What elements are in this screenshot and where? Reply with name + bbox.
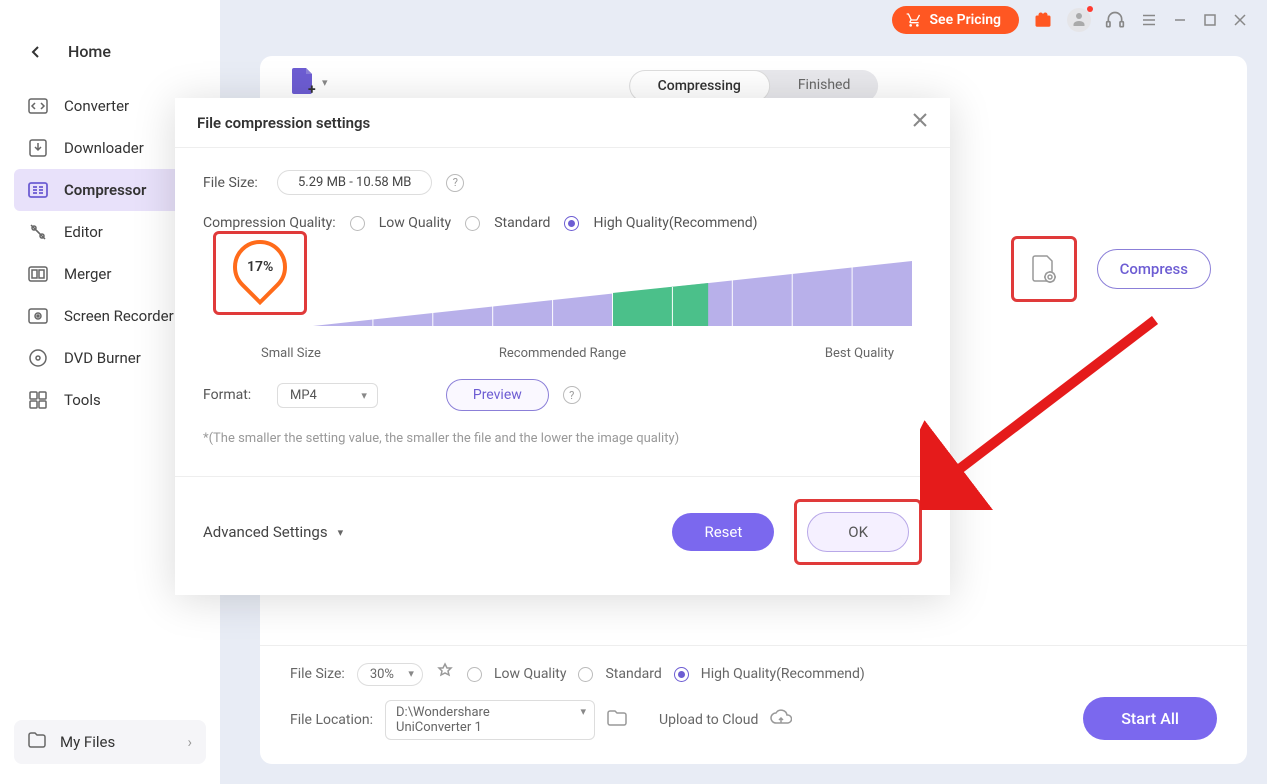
bb-filesize-select[interactable]: 30% (357, 663, 423, 686)
merger-icon (28, 265, 48, 283)
auto-icon[interactable] (435, 662, 455, 686)
minimize-button[interactable] (1173, 12, 1189, 28)
modal-radio-high[interactable] (564, 216, 579, 231)
nav-tools-label: Tools (64, 391, 101, 409)
slider-labels: Small Size Recommended Range Best Qualit… (213, 346, 912, 361)
slider-right-label: Best Quality (825, 346, 894, 361)
chevron-down-icon: ▾ (338, 526, 344, 539)
compression-settings-modal: File compression settings File Size: 5.2… (175, 98, 950, 595)
gift-icon[interactable] (1033, 10, 1053, 30)
slider-mid-label: Recommended Range (499, 346, 626, 361)
modal-low-label: Low Quality (379, 215, 452, 231)
nav-converter-label: Converter (64, 97, 129, 115)
bottom-row-2: File Location: D:\Wondershare UniConvert… (290, 700, 1217, 740)
folder-icon (28, 732, 46, 752)
titlebar: See Pricing (874, 0, 1267, 40)
bb-low-label: Low Quality (494, 666, 567, 682)
modal-footer: Advanced Settings ▾ Reset OK (175, 477, 950, 595)
modal-quality-label: Compression Quality: (203, 215, 336, 231)
help-icon[interactable]: ? (446, 174, 464, 192)
bottom-bar: File Size: 30% Low Quality Standard High… (260, 645, 1247, 764)
modal-body: File Size: 5.29 MB - 10.58 MB ? Compress… (175, 148, 950, 476)
nav-editor-label: Editor (64, 223, 103, 241)
cart-icon (906, 12, 922, 28)
nav-home[interactable]: Home (0, 30, 220, 73)
open-folder-icon[interactable] (607, 709, 627, 731)
dvd-burner-icon (28, 349, 48, 367)
preview-help-icon[interactable]: ? (563, 386, 581, 404)
item-actions: Compress (1011, 236, 1211, 302)
headset-icon[interactable] (1105, 10, 1125, 30)
advanced-settings-toggle[interactable]: Advanced Settings ▾ (203, 523, 343, 541)
bb-radio-standard[interactable] (578, 667, 593, 682)
see-pricing-button[interactable]: See Pricing (892, 6, 1019, 34)
modal-radio-low[interactable] (350, 216, 365, 231)
slider-left-label: Small Size (261, 346, 321, 361)
ok-button[interactable]: OK (807, 512, 909, 552)
modal-format-select[interactable]: MP4 (277, 383, 378, 408)
bottom-row-1: File Size: 30% Low Quality Standard High… (290, 662, 1217, 686)
compression-slider[interactable]: 17% Small Size Recommended Range Best Qu… (213, 251, 912, 361)
tools-icon (28, 391, 48, 409)
pricing-label: See Pricing (930, 12, 1001, 28)
slider-marker-value: 17% (247, 259, 273, 275)
nav-downloader-label: Downloader (64, 139, 144, 157)
bb-filesize-label: File Size: (290, 666, 345, 682)
converter-icon (28, 97, 48, 115)
bb-upload-label: Upload to Cloud (659, 712, 758, 728)
preview-button[interactable]: Preview (446, 379, 549, 411)
modal-filesize-label: File Size: (203, 175, 263, 191)
nav-compressor-label: Compressor (64, 181, 146, 199)
annotation-highlight-ok: OK (794, 499, 922, 565)
bb-radio-low[interactable] (467, 667, 482, 682)
my-files-button[interactable]: My Files › (14, 720, 206, 764)
compressor-icon (28, 181, 48, 199)
bb-fileloc-input[interactable]: D:\Wondershare UniConverter 1 (385, 700, 595, 740)
reset-button[interactable]: Reset (672, 513, 774, 551)
modal-format-label: Format: (203, 387, 263, 403)
chevron-down-icon: ▾ (322, 76, 328, 89)
modal-header: File compression settings (175, 98, 950, 148)
maximize-button[interactable] (1203, 12, 1219, 28)
annotation-highlight-gear (1011, 236, 1077, 302)
nav-merger-label: Merger (64, 265, 111, 283)
slider-track (313, 261, 912, 326)
screen-recorder-icon (28, 307, 48, 325)
downloader-icon (28, 139, 48, 157)
nav-dvd-burner-label: DVD Burner (64, 349, 141, 367)
modal-high-label: High Quality(Recommend) (593, 215, 757, 231)
item-settings-button[interactable] (1028, 253, 1060, 285)
slider-marker-pin[interactable]: 17% (222, 229, 298, 305)
close-button[interactable] (1233, 12, 1249, 28)
svg-text:+: + (308, 82, 316, 96)
compress-button[interactable]: Compress (1097, 249, 1211, 289)
bb-radio-high[interactable] (674, 667, 689, 682)
modal-radio-standard[interactable] (465, 216, 480, 231)
editor-icon (28, 223, 48, 241)
add-file-icon: + (290, 68, 316, 96)
start-all-button[interactable]: Start All (1083, 697, 1217, 740)
back-chevron-icon (26, 43, 46, 61)
cloud-upload-icon[interactable] (770, 709, 792, 731)
add-file-button[interactable]: + ▾ (290, 68, 328, 96)
nav-screen-recorder-label: Screen Recorder (64, 307, 174, 325)
nav-home-label: Home (68, 42, 111, 61)
close-icon (912, 112, 928, 128)
modal-standard-label: Standard (494, 215, 550, 231)
file-gear-icon (1030, 254, 1058, 284)
modal-filesize-value: 5.29 MB - 10.58 MB (277, 170, 432, 195)
advanced-settings-label: Advanced Settings (203, 523, 328, 541)
bb-fileloc-label: File Location: (290, 712, 373, 728)
user-avatar-icon[interactable] (1067, 8, 1091, 32)
chevron-right-icon: › (187, 733, 192, 751)
my-files-label: My Files (60, 733, 115, 751)
bb-high-label: High Quality(Recommend) (701, 666, 865, 682)
modal-close-button[interactable] (912, 112, 928, 133)
modal-title: File compression settings (197, 114, 370, 132)
modal-hint: *(The smaller the setting value, the sma… (203, 431, 922, 446)
bb-standard-label: Standard (605, 666, 661, 682)
annotation-highlight-marker: 17% (213, 231, 307, 315)
menu-icon[interactable] (1139, 10, 1159, 30)
